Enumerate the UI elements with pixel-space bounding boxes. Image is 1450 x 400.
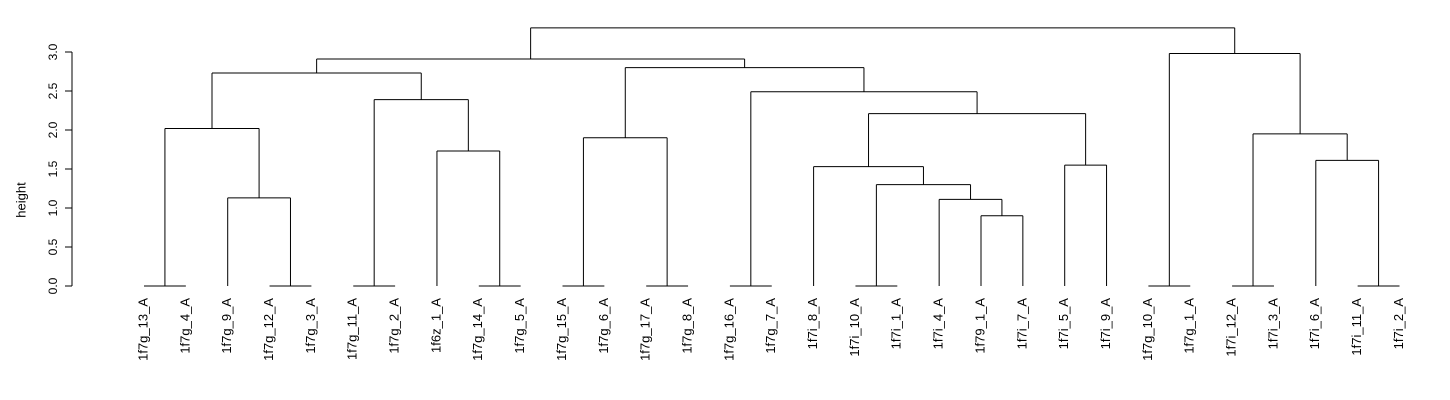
merge-node-m16 bbox=[938, 198, 1003, 286]
merge-node-m20 bbox=[868, 113, 1087, 167]
y-axis-title: height bbox=[13, 182, 28, 218]
y-axis: 0.0 0.5 1.0 1.5 2.0 2.5 3.0 bbox=[46, 43, 73, 294]
merge-node-m12 bbox=[582, 137, 668, 286]
leaf-label: 1f7g_9_A bbox=[219, 298, 234, 354]
leaf-label: 1f7i_3_A bbox=[1265, 298, 1280, 350]
y-tick-label: 0.5 bbox=[46, 238, 60, 255]
merge-node-m23 bbox=[316, 58, 746, 74]
leaf-label: 1f7g_16_A bbox=[721, 298, 736, 361]
leaf-label: 1f7i_7_A bbox=[1014, 298, 1029, 350]
merge-node-m22 bbox=[624, 67, 865, 138]
leaf-label: 1f7i_4_A bbox=[931, 298, 946, 350]
leaf-label: 1f7i_8_A bbox=[805, 298, 820, 350]
y-tick-label: 2.5 bbox=[46, 82, 60, 99]
leaf-label: 1f7g_14_A bbox=[470, 298, 485, 361]
merge-node-m27 bbox=[1315, 159, 1380, 286]
leaf-label: 1f7i_5_A bbox=[1056, 298, 1071, 350]
leaf-label: 1f7g_5_A bbox=[512, 298, 527, 354]
merge-node-m4 bbox=[164, 127, 260, 286]
leaf-label: 1f7g_6_A bbox=[596, 298, 611, 354]
leaf-label: 1f7g_10_A bbox=[1140, 298, 1155, 361]
merge-node-m21 bbox=[750, 91, 978, 286]
leaf-label: 1f7g_15_A bbox=[554, 298, 569, 361]
leaf-label: 1f7g_13_A bbox=[135, 298, 150, 361]
merge-node-m29 bbox=[1168, 53, 1301, 286]
leaf-label: 1f7g_8_A bbox=[679, 298, 694, 354]
y-tick-label: 1.5 bbox=[46, 160, 60, 177]
leaf-label: 1f7g_7_A bbox=[763, 298, 778, 354]
leaf-label: 1f7g_12_A bbox=[261, 298, 276, 361]
y-tick-label: 3.0 bbox=[46, 43, 60, 60]
leaf-label: 1f7i_10_A bbox=[847, 298, 862, 357]
merge-node-m3 bbox=[227, 197, 291, 286]
leaf-label: 1f7g_11_A bbox=[345, 298, 360, 360]
dendrogram-branches bbox=[144, 27, 1400, 287]
leaf-label: 1f7i_1_A bbox=[889, 298, 904, 350]
leaf-label: 1f79_1_A bbox=[972, 298, 987, 354]
y-tick-label: 2.0 bbox=[46, 121, 60, 138]
leaf-label: 1f7g_3_A bbox=[303, 298, 318, 354]
leaf-label: 1f7i_11_A bbox=[1349, 298, 1364, 356]
leaf-label: 1f7i_2_A bbox=[1391, 298, 1406, 350]
leaf-label: 1f6z_1_A bbox=[428, 298, 443, 353]
leaf-label: 1f7g_17_A bbox=[638, 298, 653, 361]
y-tick-label: 0.0 bbox=[46, 277, 60, 294]
leaf-label: 1f7g_4_A bbox=[177, 298, 192, 354]
y-tick-label: 1.0 bbox=[46, 199, 60, 216]
merge-node-m8 bbox=[373, 99, 469, 286]
merge-node-m28 bbox=[1252, 133, 1348, 286]
merge-node-m19 bbox=[1064, 164, 1108, 286]
merge-node-m15 bbox=[980, 215, 1024, 286]
leaf-labels: 1f7g_13_A 1f7g_4_A 1f7g_9_A 1f7g_12_A 1f7g_3… bbox=[135, 298, 1406, 361]
merge-node-m7 bbox=[436, 150, 501, 286]
leaf-label: 1f7i_12_A bbox=[1224, 298, 1239, 357]
leaf-label: 1f7i_6_A bbox=[1307, 298, 1322, 350]
leaf-label: 1f7i_9_A bbox=[1098, 298, 1113, 350]
leaf-label: 1f7g_1_A bbox=[1182, 298, 1197, 354]
merge-node-m30 bbox=[530, 27, 1236, 60]
leaf-label: 1f7g_2_A bbox=[387, 298, 402, 354]
merge-node-m9 bbox=[211, 72, 422, 129]
